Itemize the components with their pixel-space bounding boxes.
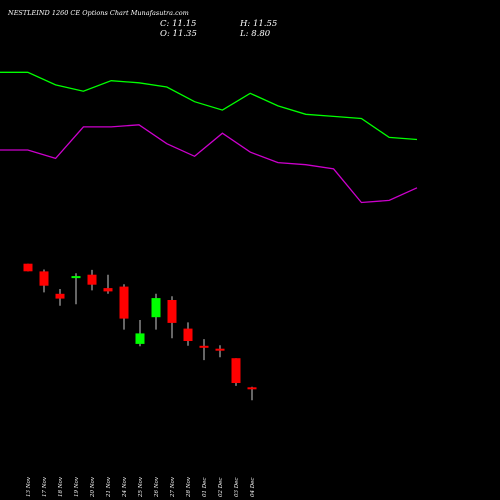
x-axis-labels: 13 Nov 17 Nov 18 Nov 19 Nov 20 Nov 21 Nov 24 N… [26,476,256,498]
low-value: L: 8.80 [240,29,271,39]
candle-body [199,345,209,348]
x-tick-label: 26 Nov [154,476,160,498]
candles [23,263,257,401]
candle-body [167,300,177,323]
candle-body [183,328,193,341]
close-value: C: 11.15 [160,19,197,29]
candle-body [119,286,129,319]
x-tick-label: 25 Nov [138,476,144,498]
high-value: H: 11.55 [240,19,278,29]
candle-body [87,274,97,285]
candle-body [55,293,65,299]
indicator-lines [0,71,418,204]
x-tick-label: 19 Nov [74,476,80,497]
chart-title: NESTLEIND 1260 CE Options Chart Munafasu… [8,9,189,17]
candle-body [103,288,113,292]
x-tick-label: 20 Nov [90,476,96,498]
x-tick-label: 28 Nov [186,476,192,498]
x-tick-label: 17 Nov [42,476,48,497]
x-tick-label: 21 Nov [106,476,112,498]
x-tick-label: 27 Nov [170,476,176,498]
candle-body [135,333,145,344]
candle-body [215,348,225,351]
candle-body [151,298,161,318]
candle-body [231,358,241,383]
candle-body [247,387,257,390]
x-tick-label: 02 Dec [218,478,224,498]
candle-body [39,271,49,286]
x-tick-label: 03 Dec [234,478,240,498]
x-tick-label: 04 Dec [250,478,256,498]
x-tick-label: 18 Nov [58,476,64,497]
lower-indicator-line [0,124,418,204]
x-tick-label: 24 Nov [122,476,128,498]
open-value: O: 11.35 [160,29,197,39]
candle-body [23,263,33,272]
candle-body [71,276,81,279]
upper-indicator-line [0,71,418,141]
x-tick-label: 01 Dec [202,478,208,498]
x-tick-label: 13 Nov [26,476,32,497]
